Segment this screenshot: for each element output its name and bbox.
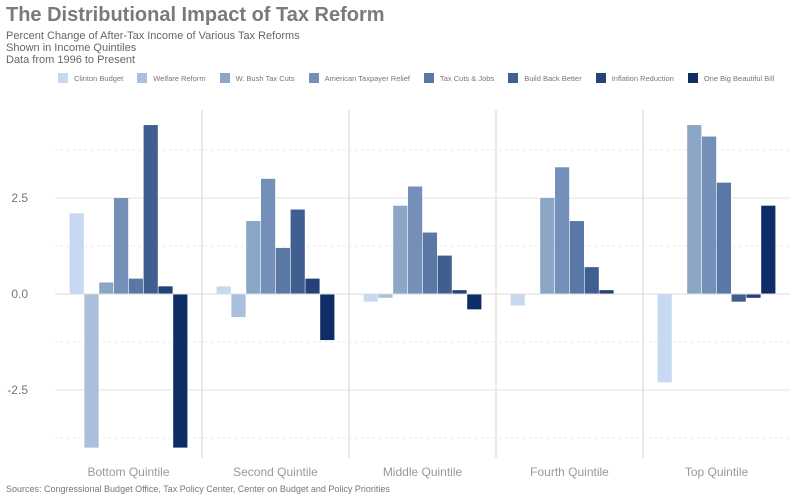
bar (143, 125, 158, 294)
legend-item: American Taxpayer Relief (308, 73, 410, 83)
chart-legend: Clinton Budget Welfare Reform W. Bush Tax … (58, 73, 788, 83)
legend-item: Inflation Reduction (595, 73, 674, 83)
legend-label: Welfare Reform (153, 73, 206, 83)
bar (731, 294, 746, 302)
legend-item: Clinton Budget (58, 73, 123, 83)
legend-swatch (595, 73, 606, 83)
legend-label: Clinton Budget (74, 73, 124, 83)
x-category-label: Middle Quintile (383, 465, 463, 479)
chart-subtitle-quintiles: Shown in Income Quintiles (6, 42, 137, 54)
bar (452, 290, 467, 294)
bar (290, 209, 305, 294)
y-tick-label: 2.5 (11, 191, 28, 205)
legend-label: American Taxpayer Relief (324, 73, 410, 83)
bar (540, 198, 555, 294)
bar (393, 205, 408, 294)
legend-swatch (308, 73, 319, 83)
x-category-label: Bottom Quintile (87, 465, 169, 479)
bar (84, 294, 99, 448)
legend-label: Build Back Better (524, 73, 582, 83)
x-category-label: Fourth Quintile (530, 465, 609, 479)
bar (716, 182, 731, 294)
bar (555, 167, 570, 294)
bar (761, 205, 776, 294)
bar (275, 247, 290, 294)
bar (746, 294, 761, 298)
chart-subtitle-dates: Data from 1996 to Present (6, 54, 136, 66)
bar (510, 294, 525, 306)
bar (99, 282, 114, 294)
bar (408, 186, 423, 294)
bar (569, 221, 584, 294)
bar (216, 286, 231, 294)
bar (599, 290, 614, 294)
y-tick-label: 0.0 (11, 287, 28, 301)
y-tick-label: -2.5 (7, 383, 28, 397)
bar (231, 294, 246, 318)
bar (320, 294, 335, 341)
bar (158, 286, 173, 294)
bar (128, 278, 143, 294)
legend-swatch (58, 73, 68, 83)
legend-item: Tax Cuts & Jobs (423, 73, 495, 83)
bar (173, 294, 188, 448)
bar (305, 278, 320, 294)
legend-item: Build Back Better (508, 73, 582, 83)
bar (261, 178, 276, 294)
bar (437, 255, 452, 294)
bar (467, 294, 482, 310)
bar (687, 125, 702, 294)
legend-label: Inflation Reduction (611, 73, 674, 83)
x-category-label: Second Quintile (233, 465, 318, 479)
x-category-label: Top Quintile (685, 465, 749, 479)
legend-label: One Big Beautiful Bill (703, 73, 775, 83)
bar (246, 221, 261, 294)
legend-item: Welfare Reform (137, 73, 206, 83)
legend-swatch (423, 73, 434, 83)
bar (657, 294, 672, 383)
bar (584, 267, 599, 294)
legend-item: One Big Beautiful Bill (687, 73, 775, 83)
chart-title: The Distributional Impact of Tax Reform (6, 4, 385, 26)
bar (114, 198, 129, 294)
chart-subtitle: Percent Change of After-Tax Income of Va… (6, 30, 300, 42)
bar (363, 294, 378, 302)
bar (378, 294, 393, 298)
legend-item: W. Bush Tax Cuts (219, 73, 295, 83)
bar (69, 213, 84, 294)
legend-label: W. Bush Tax Cuts (235, 73, 295, 83)
source-note: Sources: Congressional Budget Office, Ta… (6, 484, 390, 494)
bar (702, 136, 717, 294)
legend-swatch (219, 73, 230, 83)
legend-swatch (508, 73, 519, 83)
legend-label: Tax Cuts & Jobs (439, 73, 495, 83)
legend-swatch (137, 73, 148, 83)
bar (422, 232, 437, 294)
legend-swatch (687, 73, 698, 83)
